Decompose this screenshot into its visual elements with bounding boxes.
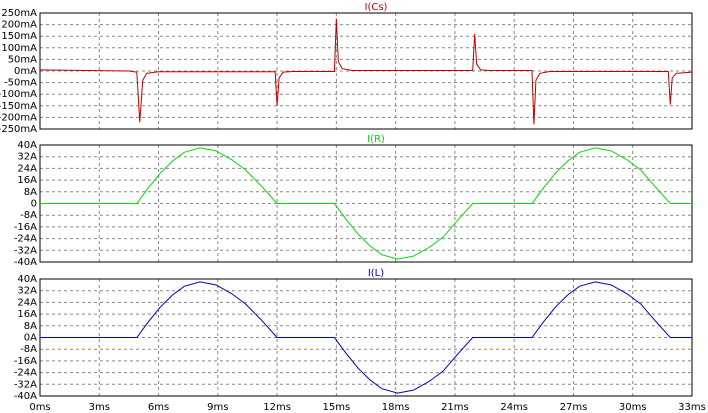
y-tick-label: 40A bbox=[17, 140, 37, 151]
y-tick-label: 150mA bbox=[1, 31, 37, 42]
y-tick-label: -8A bbox=[20, 344, 37, 355]
y-tick-label: -24A bbox=[14, 234, 37, 245]
y-tick-label: 250mA bbox=[1, 8, 37, 19]
y-tick-label: -40A bbox=[14, 391, 37, 402]
x-tick-label: 30ms bbox=[619, 402, 647, 413]
y-tick-label: 8A bbox=[24, 321, 37, 332]
y-tick-label: -16A bbox=[14, 356, 37, 367]
y-tick-label: -100mA bbox=[0, 89, 37, 100]
series-label: I(Cs) bbox=[365, 2, 388, 13]
y-tick-label: 50mA bbox=[8, 54, 37, 65]
plot-frame bbox=[39, 12, 693, 130]
series-line bbox=[39, 18, 693, 125]
y-tick-label: 0mA bbox=[14, 66, 37, 77]
y-tick-label: 16A bbox=[17, 309, 37, 320]
y-tick-label: -200mA bbox=[0, 112, 37, 123]
y-tick-label: 40A bbox=[17, 274, 37, 285]
y-tick-label: 0A bbox=[24, 333, 37, 344]
series-line bbox=[40, 281, 692, 394]
y-tick-label: -250mA bbox=[0, 124, 37, 135]
x-tick-label: 21ms bbox=[441, 402, 469, 413]
y-tick-label: 24A bbox=[17, 297, 37, 308]
y-tick-label: -24A bbox=[14, 368, 37, 379]
y-tick-label: 200mA bbox=[1, 20, 37, 31]
y-tick-label: 100mA bbox=[1, 43, 37, 54]
x-tick-label: 24ms bbox=[500, 402, 528, 413]
x-tick-label: 3ms bbox=[89, 402, 110, 413]
y-tick-label: -8A bbox=[20, 210, 37, 221]
y-tick-label: 8A bbox=[24, 187, 37, 198]
x-tick-label: 18ms bbox=[382, 402, 410, 413]
y-tick-label: -16A bbox=[14, 222, 37, 233]
y-tick-label: -32A bbox=[14, 379, 37, 390]
x-tick-label: 9ms bbox=[207, 402, 228, 413]
x-tick-label: 6ms bbox=[148, 402, 169, 413]
x-tick-label: 27ms bbox=[560, 402, 588, 413]
y-tick-label: 32A bbox=[17, 152, 37, 163]
x-tick-label: 0ms bbox=[29, 402, 50, 413]
y-tick-label: -40A bbox=[14, 257, 37, 268]
y-tick-label: 16A bbox=[17, 175, 37, 186]
x-tick-label: 15ms bbox=[323, 402, 351, 413]
x-tick-label: 33ms bbox=[678, 402, 706, 413]
x-tick-label: 12ms bbox=[263, 402, 291, 413]
series-label: I(R) bbox=[367, 134, 385, 145]
y-tick-label: 24A bbox=[17, 163, 37, 174]
y-tick-label: 0 bbox=[31, 199, 37, 210]
y-tick-label: -150mA bbox=[0, 101, 37, 112]
series-line bbox=[40, 147, 692, 260]
y-tick-label: -32A bbox=[14, 245, 37, 256]
y-tick-label: 32A bbox=[17, 286, 37, 297]
series-label: I(L) bbox=[368, 268, 384, 279]
y-tick-label: -50mA bbox=[4, 78, 37, 89]
